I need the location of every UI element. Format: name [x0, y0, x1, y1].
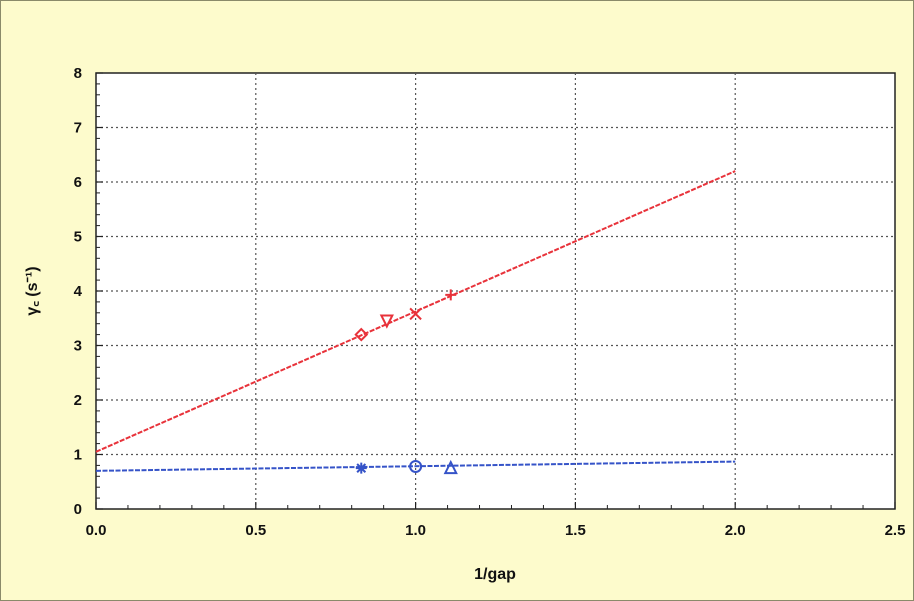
y-tick-label: 1 [74, 447, 82, 464]
y-tick-label: 2 [74, 392, 82, 409]
red-x-marker [409, 307, 422, 321]
series-layer [95, 170, 736, 475]
blue-fit-line [95, 460, 736, 472]
y-tick-label: 4 [74, 283, 83, 300]
x-tick-label: 1.0 [405, 522, 426, 539]
grid-lines [96, 73, 895, 509]
red-diamond-marker [354, 327, 369, 342]
blue-triangle-up-marker [443, 459, 458, 475]
blue-circle-marker [409, 459, 423, 473]
y-tick-label: 7 [74, 120, 82, 137]
blue-asterisk-marker [355, 462, 367, 474]
red-plus-marker [445, 289, 457, 301]
x-tick-label: 2.5 [885, 522, 906, 539]
y-axis-title: γ꜀ (s⁻¹) [24, 266, 41, 315]
x-tick-label: 1.5 [565, 522, 586, 539]
x-tick-label: 2.0 [725, 522, 746, 539]
blue-series [95, 459, 736, 475]
y-tick-labels: 0 1 2 3 4 5 6 7 8 [74, 65, 83, 518]
x-axis-title: 1/gap [474, 566, 516, 583]
x-tick-labels: 0.0 0.5 1.0 1.5 2.0 2.5 [86, 522, 906, 539]
red-fit-line [95, 170, 736, 453]
y-tick-label: 3 [74, 338, 82, 355]
y-tick-label: 6 [74, 174, 82, 191]
x-tick-label: 0.5 [245, 522, 266, 539]
y-tick-label: 8 [74, 65, 82, 82]
axis-ticks [95, 72, 896, 510]
plot-area [95, 72, 896, 510]
red-series [95, 170, 736, 453]
red-triangle-down-marker [379, 314, 394, 329]
y-tick-label: 0 [74, 501, 82, 518]
x-tick-label: 0.0 [86, 522, 107, 539]
y-tick-label: 5 [74, 229, 82, 246]
